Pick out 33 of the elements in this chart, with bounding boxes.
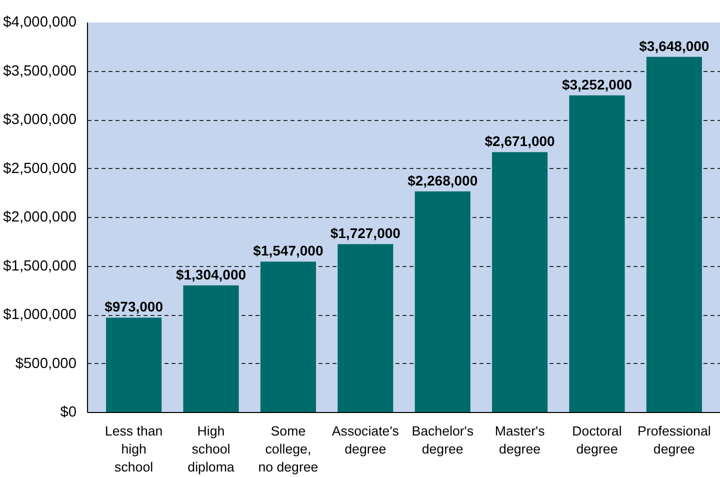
y-tick-label: $2,500,000 xyxy=(3,160,77,177)
data-label: $1,547,000 xyxy=(253,242,324,259)
x-tick-label: Doctoral degree xyxy=(572,424,622,456)
data-label: $2,671,000 xyxy=(484,133,556,150)
data-label: $973,000 xyxy=(104,298,164,315)
y-tick-label: $0 xyxy=(60,404,77,420)
x-tick-label: Some college, no degree xyxy=(258,424,318,474)
bar xyxy=(569,95,625,412)
bar xyxy=(414,191,470,412)
x-tick-label: Bachelor's degree xyxy=(412,424,474,456)
bar xyxy=(106,318,162,412)
x-tick-label: Professional degree xyxy=(638,424,711,456)
x-tick-label: High school diploma xyxy=(188,424,235,474)
x-tick-label: Less than high school xyxy=(104,424,163,474)
bar xyxy=(492,152,548,412)
data-label: $1,304,000 xyxy=(176,266,246,282)
y-tick-label: $500,000 xyxy=(15,356,77,372)
bar xyxy=(183,285,239,412)
data-label: $2,268,000 xyxy=(408,172,478,188)
data-label: $1,727,000 xyxy=(330,225,401,242)
y-tick-label: $4,000,000 xyxy=(3,14,77,30)
y-tick-label: $1,500,000 xyxy=(3,258,77,274)
bar xyxy=(338,244,394,412)
data-label: $3,648,000 xyxy=(639,38,710,54)
y-tick-label: $3,000,000 xyxy=(3,112,77,128)
bar xyxy=(260,262,316,412)
y-tick-label: $2,000,000 xyxy=(3,210,77,226)
x-tick-label: Master's degree xyxy=(494,424,546,456)
x-tick-label: Associate's degree xyxy=(332,424,400,456)
y-tick-label: $1,000,000 xyxy=(3,307,77,323)
y-tick-label: $3,500,000 xyxy=(3,63,77,80)
data-label: $3,252,000 xyxy=(562,76,632,92)
bar xyxy=(646,56,702,412)
